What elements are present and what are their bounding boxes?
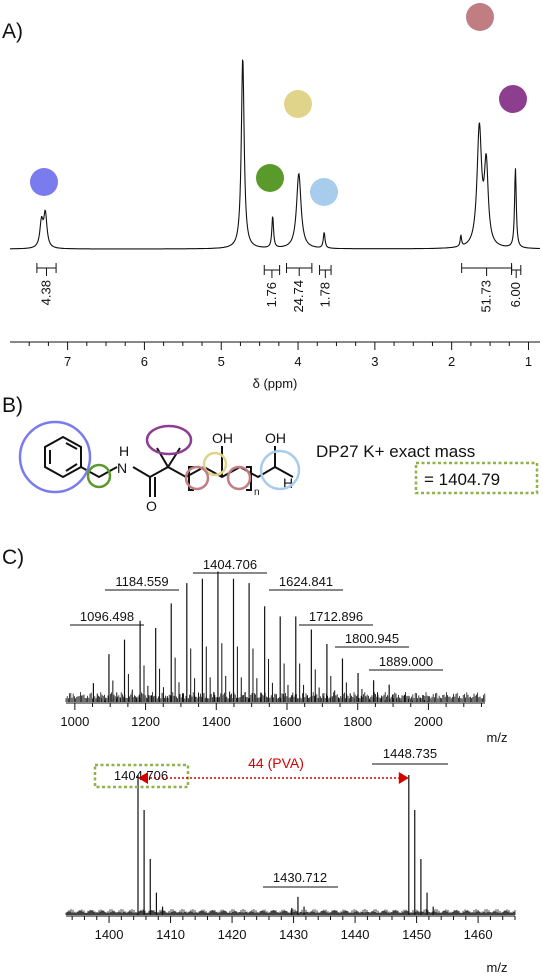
peak-marker-purple	[499, 85, 527, 113]
ms-full-spectrum: 1000 1200 1400 1600 1800 2000 m/z 1096.498 1184.…	[60, 557, 507, 745]
ms-x-axis-title: m/z	[487, 730, 508, 745]
integration-value: 24.74	[291, 280, 306, 313]
nmr-tick-label: 2	[448, 354, 455, 369]
highlight-rose-ring-2	[226, 465, 252, 491]
ms-tick-label: 1200	[131, 714, 160, 729]
nmr-spectrum-line	[10, 58, 540, 250]
ms-peak-label: 1624.841	[279, 574, 333, 589]
ms-tick-label: 2000	[414, 714, 443, 729]
nmr-tick-label: 3	[371, 354, 378, 369]
nmr-tick-label: 7	[64, 354, 71, 369]
ms-tick-label: 1410	[156, 927, 185, 942]
highlight-yellow-ring	[202, 451, 228, 477]
benzene-ring	[44, 435, 82, 479]
repeat-subscript-n: n	[254, 487, 260, 498]
highlight-rose-ring-1	[184, 465, 210, 491]
ms-peak-label: 1184.559	[115, 574, 168, 589]
nmr-integration-group: 4.38 1.76 24.74 1.78 51.73 6.00	[36, 263, 523, 313]
peak-marker-yellow	[284, 90, 312, 118]
ms-tick-label: 1440	[341, 927, 370, 942]
ms-tick-label: 1000	[60, 714, 89, 729]
nmr-tick-label: 4	[294, 354, 301, 369]
atom-nh-h: H	[119, 443, 129, 459]
nmr-x-axis-title: δ (ppm)	[253, 376, 298, 391]
ms-noise-floor	[65, 692, 486, 702]
ms-peak-label: 1404.706	[203, 557, 257, 572]
ms-zoom-label-dashed-box	[93, 763, 190, 789]
exact-mass-value: = 1404.79	[424, 470, 500, 489]
ms-tick-label: 1430	[279, 927, 308, 942]
ms-tick-label: 1420	[218, 927, 247, 942]
pva-arrow-head-left	[137, 772, 148, 784]
repeat-bracket-left	[188, 466, 194, 491]
exact-mass-box	[414, 461, 539, 495]
peak-marker-rose	[466, 3, 494, 31]
ms-tick-label: 1450	[402, 927, 431, 942]
ms-tick-label: 1460	[464, 927, 493, 942]
panel-label-a: A)	[2, 20, 23, 43]
highlight-lightblue-ring	[259, 449, 301, 491]
highlight-purple-ring	[145, 424, 193, 456]
exact-mass-title: DP27 K+ exact mass	[316, 442, 475, 461]
nmr-axis-ticks: 7 6 5 4 3 2 1	[28, 342, 532, 369]
highlight-blue-ring	[18, 420, 92, 494]
ms-zoom-label-1448: 1448.735	[383, 746, 437, 761]
atom-oh-2: OH	[265, 430, 286, 446]
highlight-green-ring	[86, 463, 112, 489]
integration-value: 4.38	[38, 280, 53, 305]
amide-chain	[132, 466, 169, 479]
structure-group-highlights	[18, 420, 301, 494]
ms-tick-label: 1400	[202, 714, 231, 729]
ms-x-axis-title: m/z	[487, 960, 508, 975]
benzene-inner-bond-1	[65, 442, 78, 450]
terminal-bond	[274, 466, 294, 478]
pva-annotation: 44 (PVA)	[248, 755, 304, 771]
integration-value: 6.00	[508, 282, 523, 307]
ms-zoom-spectrum: 1400 1410 1420 1430 1440 1450 1460 m/z 1404.706 1…	[65, 746, 516, 975]
atom-oh-1: OH	[212, 430, 233, 446]
nmr-tick-label: 1	[525, 354, 532, 369]
atom-terminal-h: H	[283, 475, 293, 491]
ms-tick-label: 1800	[343, 714, 372, 729]
nmr-peak-markers	[30, 3, 527, 206]
atom-n: N	[117, 460, 127, 476]
ms-peak-label: 1889.000	[379, 654, 433, 669]
ms-peak-label: 1096.498	[80, 609, 134, 624]
panel-label-c: C)	[2, 546, 24, 569]
integration-value: 1.76	[264, 282, 279, 307]
peak-marker-green	[256, 164, 284, 192]
ms-noise-floor	[65, 909, 516, 915]
pva-arrow-head-right	[398, 772, 409, 784]
ms-tick-label: 1600	[273, 714, 302, 729]
methyl-bond-2	[167, 447, 181, 468]
methyl-bond-1	[156, 447, 169, 468]
integration-value: 1.78	[317, 282, 332, 307]
peak-marker-blue	[30, 168, 58, 196]
ms-peak-label: 1800.945	[345, 631, 399, 646]
ms-peak-label: 1712.896	[309, 609, 363, 624]
ms-zoom-label-1404: 1404.706	[114, 768, 168, 783]
ms-zoom-label-1430: 1430.712	[273, 870, 327, 885]
integration-value: 51.73	[479, 280, 494, 313]
peak-marker-lightblue	[310, 178, 338, 206]
atom-carbonyl-o: O	[146, 498, 157, 514]
nmr-tick-label: 5	[218, 354, 225, 369]
ms-tick-label: 1400	[95, 927, 124, 942]
nmr-tick-label: 6	[141, 354, 148, 369]
benzene-inner-bond-2	[65, 463, 78, 472]
panel-label-b: B)	[2, 394, 23, 417]
